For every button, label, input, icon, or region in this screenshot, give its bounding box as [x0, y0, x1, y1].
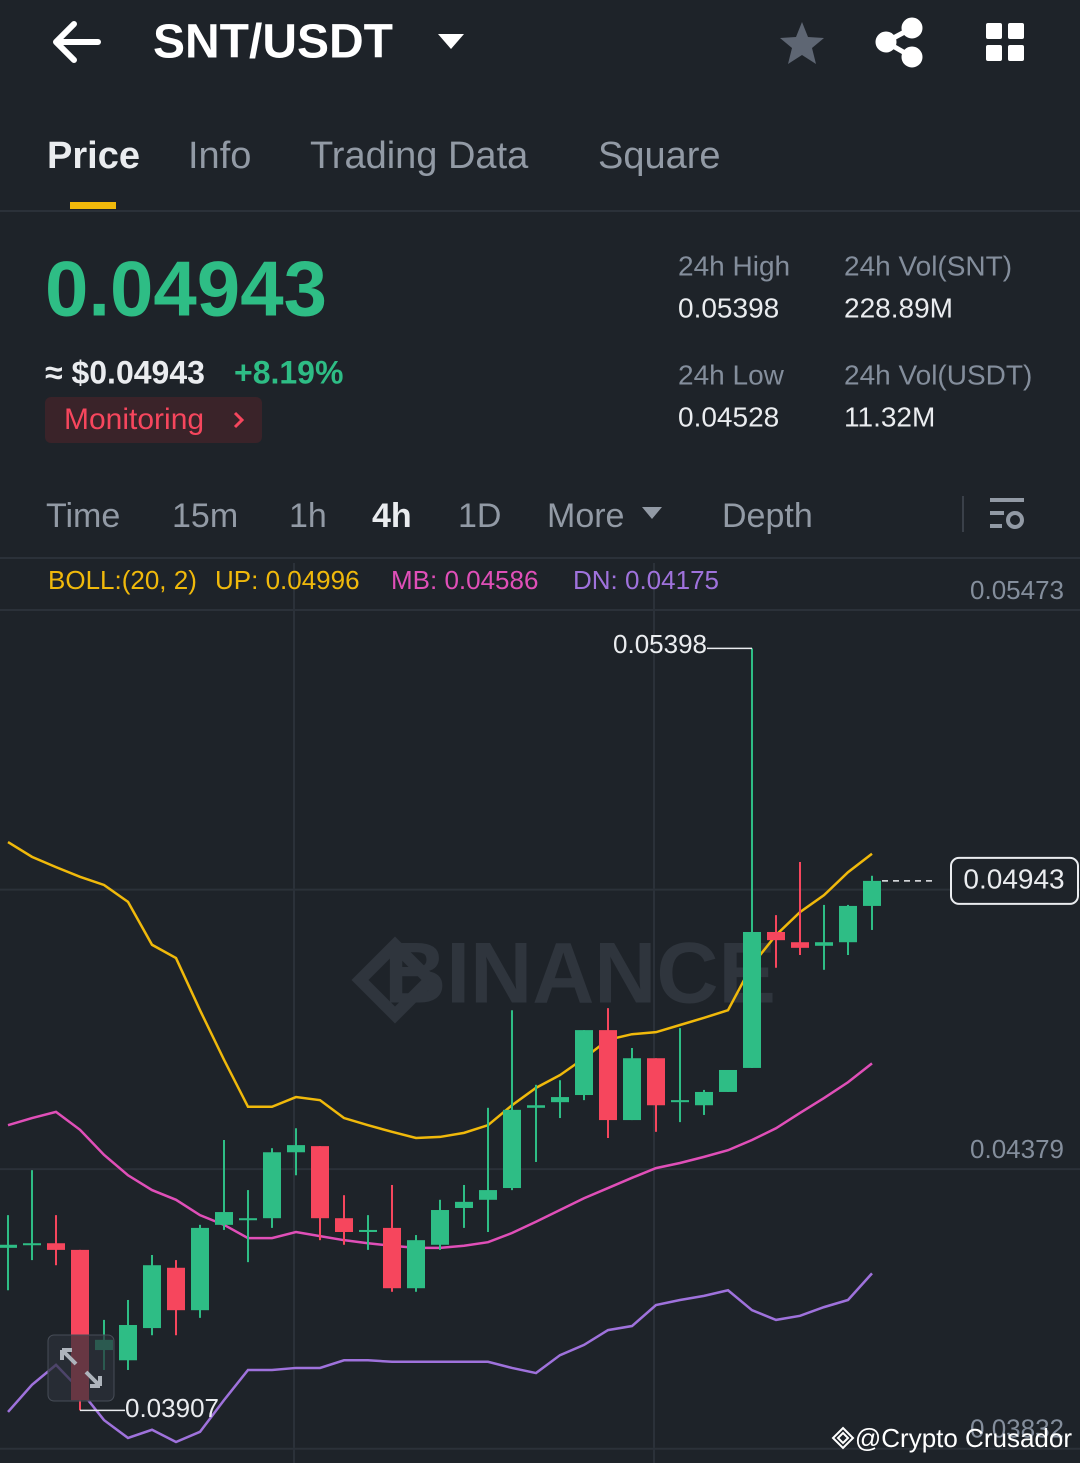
candle-body — [551, 1097, 569, 1103]
candle-body — [335, 1218, 353, 1232]
share-button[interactable] — [875, 17, 923, 68]
candle-body — [527, 1105, 545, 1108]
candle-body — [407, 1240, 425, 1289]
stat-label: 24h High — [678, 250, 790, 281]
band-line — [7, 1272, 873, 1444]
candle-body — [647, 1058, 665, 1106]
candle-body — [287, 1145, 305, 1153]
candle-body — [431, 1210, 449, 1245]
candle-body — [815, 942, 833, 946]
legend-entry: MB: 0.04586 — [391, 565, 538, 595]
menu-grid[interactable] — [986, 23, 1024, 61]
candle-body — [119, 1325, 137, 1361]
tab-indicator — [70, 202, 116, 209]
expand-button[interactable] — [47, 1334, 115, 1402]
favorite-star[interactable] — [780, 22, 824, 64]
min-label: 0.03907 — [125, 1393, 219, 1423]
candle-body — [143, 1265, 161, 1329]
credit-icon — [831, 1426, 855, 1450]
tab[interactable]: Square — [598, 135, 721, 177]
legend-entry: DN: 0.04175 — [573, 565, 719, 595]
watermark: BINANCE — [384, 926, 776, 1022]
credit: @Crypto Crusador — [855, 1423, 1072, 1453]
y-tick-label: 0.04379 — [970, 1134, 1064, 1164]
candle-body — [263, 1152, 281, 1219]
chart-settings[interactable] — [990, 498, 1024, 529]
candle-body — [311, 1146, 329, 1219]
stat-label: 24h Vol(USDT) — [844, 359, 1032, 390]
legend-entry: UP: 0.04996 — [215, 565, 360, 595]
stat-value: 11.32M — [844, 401, 935, 432]
y-tick-label: 0.05473 — [970, 575, 1064, 605]
candle-body — [575, 1030, 593, 1096]
indicator-label: BOLL:(20, 2) — [48, 565, 197, 595]
back-button[interactable] — [53, 21, 101, 63]
candle-body — [695, 1091, 713, 1106]
candle-body — [359, 1229, 377, 1232]
band-line — [7, 840, 873, 1140]
candle-body — [863, 880, 881, 906]
max-label: 0.05398 — [613, 629, 707, 659]
candle-body — [23, 1243, 41, 1246]
candle-body — [623, 1058, 641, 1121]
candle-body — [167, 1267, 185, 1311]
candle-body — [455, 1201, 473, 1208]
chevron — [233, 411, 245, 429]
more-caret — [642, 507, 662, 519]
candle-body — [719, 1069, 737, 1092]
tab[interactable]: Trading Data — [310, 135, 529, 177]
candle-body — [191, 1227, 209, 1311]
watermark-logo — [351, 936, 439, 1024]
last-price: 0.04943 — [45, 245, 327, 333]
stat-value: 0.04528 — [678, 401, 779, 432]
stat-label: 24h Vol(SNT) — [844, 250, 1012, 281]
candle-body — [767, 931, 785, 941]
interval[interactable]: 15m — [172, 497, 238, 535]
interval[interactable]: 1h — [289, 497, 327, 535]
pair-title[interactable]: SNT/USDT — [153, 16, 393, 69]
stat-value: 228.89M — [844, 292, 953, 323]
candle-body — [0, 1244, 17, 1248]
candle-body — [239, 1218, 257, 1221]
candle-body — [671, 1100, 689, 1103]
candle-body — [743, 931, 761, 1068]
candle-body — [47, 1243, 65, 1250]
price-tag — [950, 856, 1079, 905]
price-tag-label: 0.04943 — [963, 863, 1064, 894]
candle-body — [479, 1190, 497, 1200]
stat-value: 0.05398 — [678, 292, 779, 323]
monitoring-badge[interactable] — [45, 397, 262, 443]
candle-body — [215, 1212, 233, 1225]
interval[interactable]: Depth — [722, 497, 813, 535]
interval[interactable]: 4h — [372, 497, 412, 535]
stat-label: 24h Low — [678, 359, 785, 390]
candle-body — [839, 905, 857, 943]
usd-price: ≈ $0.04943 — [45, 354, 205, 390]
candle-body — [383, 1227, 401, 1289]
tab[interactable]: Price — [47, 135, 140, 177]
interval[interactable]: Time — [46, 497, 120, 535]
tab[interactable]: Info — [188, 135, 251, 177]
monitoring-label[interactable]: Monitoring — [64, 403, 204, 436]
pair-dropdown[interactable] — [438, 34, 464, 49]
candle-body — [599, 1030, 617, 1121]
interval[interactable]: 1D — [458, 497, 501, 535]
candle-body — [503, 1109, 521, 1189]
interval[interactable]: More — [547, 497, 624, 535]
expand-icon — [60, 1348, 102, 1388]
price-change: +8.19% — [234, 354, 343, 390]
y-tick-label: 0.03832 — [970, 1414, 1064, 1444]
candle-body — [791, 942, 809, 948]
